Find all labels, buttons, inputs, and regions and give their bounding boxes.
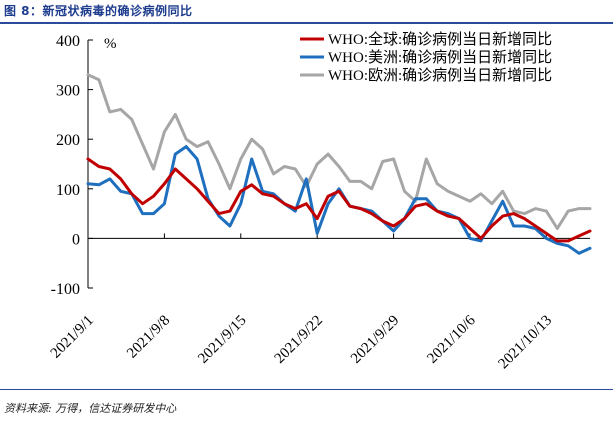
y-tick-label: 100	[56, 182, 80, 199]
series-lines	[86, 73, 592, 255]
legend: WHO:全球:确诊病例当日新增同比WHO:美洲:确诊病例当日新增同比WHO:欧洲…	[292, 30, 598, 84]
bottom-rule	[0, 389, 613, 390]
series-line-0	[86, 157, 592, 243]
legend-bg	[292, 67, 598, 83]
x-tick-label: 2021/9/15	[195, 313, 249, 367]
line-chart: 400 300 200 100 0 -100% 2021/9/1 2021/9/8 2021/9…	[48, 30, 598, 373]
y-tick-label: 300	[56, 83, 80, 100]
x-tick-label: 2021/9/8	[124, 313, 173, 362]
x-tick-label: 2021/9/1	[48, 313, 97, 362]
top-rule	[0, 22, 613, 24]
x-tick-label: 2021/9/29	[348, 313, 402, 367]
legend-label: WHO:欧洲:确诊病例当日新增同比	[328, 67, 552, 84]
unit-label: %	[104, 36, 117, 52]
x-tick-label: 2021/10/6	[424, 312, 479, 367]
series-line-2	[86, 73, 592, 230]
series-line-1	[86, 145, 592, 255]
x-tick-label: 2021/9/22	[272, 313, 326, 367]
y-tick-label: -100	[51, 281, 80, 298]
legend-bg	[292, 31, 598, 47]
figure-title: 图 8：新冠状病毒的确诊病例同比	[4, 4, 193, 18]
y-tick-label: 200	[56, 132, 80, 149]
legend-label: WHO:美洲:确诊病例当日新增同比	[328, 49, 552, 66]
legend-bg	[292, 49, 598, 65]
source-note: 资料来源: 万得，信达证券研发中心	[4, 402, 177, 415]
y-tick-label: 0	[72, 231, 80, 248]
y-tick-label: 400	[56, 33, 80, 50]
legend-label: WHO:全球:确诊病例当日新增同比	[328, 30, 552, 48]
x-tick-label: 2021/10/13	[496, 313, 556, 373]
